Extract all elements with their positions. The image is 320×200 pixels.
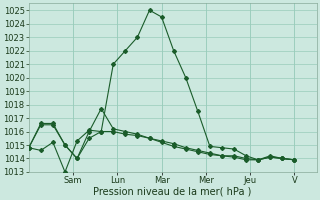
X-axis label: Pression niveau de la mer( hPa ): Pression niveau de la mer( hPa ) <box>93 187 252 197</box>
